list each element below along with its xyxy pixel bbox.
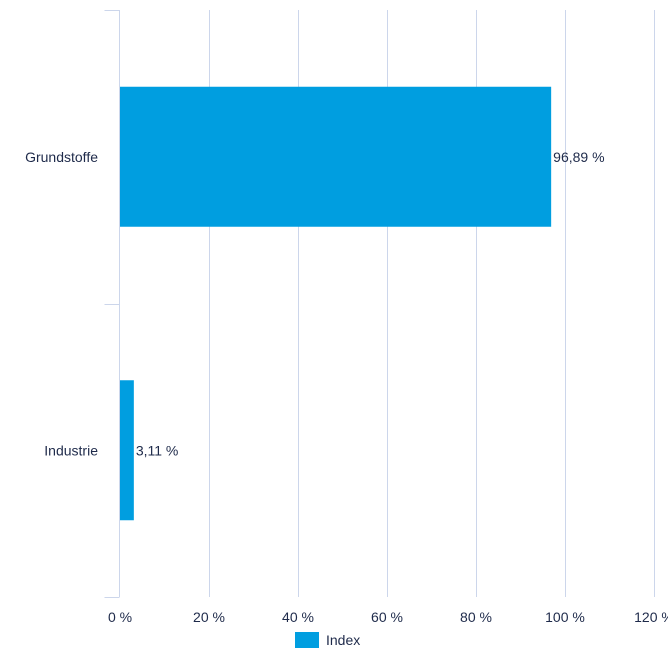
x-tick-label: 60 % [371,609,403,625]
category-label: Industrie [44,442,98,458]
x-tick-label: 20 % [193,609,225,625]
x-tick-label: 40 % [282,609,314,625]
x-tick-label: 120 % [634,609,668,625]
x-tick-label: 0 % [108,609,132,625]
data-label: 3,11 % [136,442,179,458]
bar-grundstoffe[interactable] [120,86,552,227]
category-label: Grundstoffe [25,149,98,165]
legend-label[interactable]: Index [326,632,360,648]
x-tick-label: 100 % [545,609,585,625]
y-axis [104,10,120,598]
bars: 96,89 % 3,11 % [120,86,605,521]
x-tick-labels: 0 % 20 % 40 % 60 % 80 % 100 % 120 % [108,609,668,625]
legend-swatch[interactable] [295,632,319,648]
x-tick-label: 80 % [460,609,492,625]
data-label: 96,89 % [553,149,604,165]
bar-industrie[interactable] [120,380,134,521]
legend[interactable]: Index [295,632,360,648]
category-labels: Grundstoffe Industrie [25,149,98,459]
